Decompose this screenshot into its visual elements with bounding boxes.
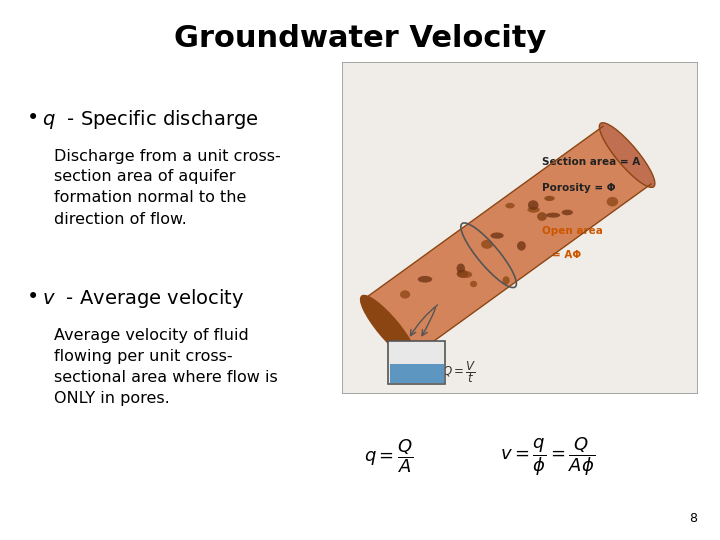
Bar: [388, 341, 446, 384]
Ellipse shape: [528, 200, 539, 210]
Ellipse shape: [503, 276, 510, 285]
Text: $q$  - Specific discharge: $q$ - Specific discharge: [42, 108, 258, 131]
Text: Open area: Open area: [541, 226, 603, 237]
Text: 8: 8: [689, 512, 697, 525]
Ellipse shape: [505, 203, 515, 208]
Ellipse shape: [456, 270, 469, 278]
Text: $v$  - Average velocity: $v$ - Average velocity: [42, 287, 244, 310]
Polygon shape: [364, 126, 651, 356]
Ellipse shape: [562, 210, 573, 215]
Text: = AΦ: = AΦ: [552, 249, 582, 260]
Text: •: •: [27, 108, 40, 128]
Ellipse shape: [481, 240, 493, 249]
Ellipse shape: [456, 264, 465, 273]
Ellipse shape: [544, 196, 554, 201]
Bar: [390, 364, 444, 382]
Ellipse shape: [361, 295, 416, 360]
Text: Porosity = Φ: Porosity = Φ: [541, 183, 615, 193]
Text: $q = \dfrac{Q}{A}$: $q = \dfrac{Q}{A}$: [364, 437, 414, 475]
Ellipse shape: [546, 213, 560, 218]
Text: Average velocity of fluid
flowing per unit cross-
sectional area where flow is
O: Average velocity of fluid flowing per un…: [54, 328, 278, 406]
Ellipse shape: [459, 271, 472, 278]
Ellipse shape: [537, 212, 547, 221]
Text: Discharge from a unit cross-
section area of aquifer
formation normal to the
dir: Discharge from a unit cross- section are…: [54, 148, 281, 226]
Text: $Q = \dfrac{V}{t}$: $Q = \dfrac{V}{t}$: [442, 360, 476, 386]
Ellipse shape: [517, 241, 526, 251]
Text: •: •: [27, 287, 40, 307]
Ellipse shape: [607, 197, 618, 206]
Ellipse shape: [400, 291, 410, 299]
Text: Groundwater Velocity: Groundwater Velocity: [174, 24, 546, 53]
Text: Section area = A: Section area = A: [541, 157, 640, 167]
Ellipse shape: [599, 123, 655, 187]
Ellipse shape: [470, 281, 477, 287]
Text: $v = \dfrac{q}{\phi} = \dfrac{Q}{A\phi}$: $v = \dfrac{q}{\phi} = \dfrac{Q}{A\phi}$: [500, 435, 595, 477]
Ellipse shape: [418, 276, 432, 282]
Ellipse shape: [528, 207, 540, 213]
Ellipse shape: [490, 232, 504, 239]
